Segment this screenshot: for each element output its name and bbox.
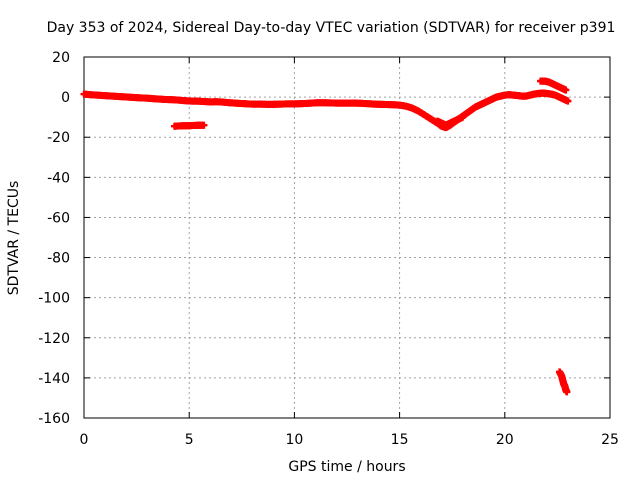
data-point [459,113,467,121]
y-tick-label: 20 [52,50,70,66]
series-lower-branch [170,121,208,130]
y-tick-label: -120 [38,331,70,347]
series-upper-branch [433,113,467,129]
y-tick-label: -60 [47,210,70,226]
grid-lines [84,57,610,418]
series-late-drop [556,368,571,396]
x-axis-label: GPS time / hours [288,459,405,475]
y-tick-label: -20 [47,130,70,146]
data-point [562,86,570,94]
x-tick-label: 20 [496,432,514,448]
y-tick-label: -160 [38,411,70,427]
y-tick-label: -140 [38,371,70,387]
plot-frame [83,56,611,419]
data-point [563,388,571,396]
chart-title: Day 353 of 2024, Sidereal Day-to-day VTE… [47,20,616,36]
x-tick-label: 25 [601,432,619,448]
x-tick-label: 5 [185,432,194,448]
x-tick-label: 0 [80,432,89,448]
y-axis-label: SDTVAR / TECUs [6,181,22,296]
x-tick-label: 15 [391,432,409,448]
y-tick-label: -100 [38,291,70,307]
y-tick-label: -80 [47,251,70,267]
data-points [80,77,572,396]
y-tick-label: -40 [47,170,70,186]
series-late-high [537,77,570,94]
x-tick-label: 10 [285,432,303,448]
y-axis-ticks: 20 0 -20 -40 -60 -80 -100 -120 -140 -160 [38,50,610,427]
data-point [200,121,208,129]
x-axis-ticks: 0 5 10 15 20 25 [80,57,619,448]
series-main [80,89,572,132]
y-tick-label: 0 [61,90,70,106]
data-point [564,97,572,105]
